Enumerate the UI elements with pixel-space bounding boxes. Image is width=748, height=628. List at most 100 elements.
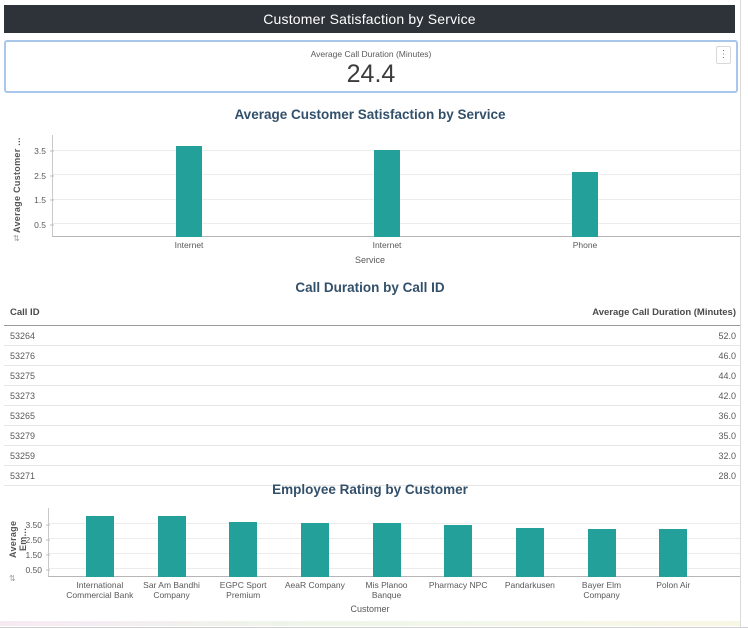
table-title: Call Duration by Call ID (295, 280, 445, 295)
table-row[interactable]: 53279 35.0 (4, 425, 740, 446)
bar[interactable] (659, 529, 688, 577)
x-category-label[interactable]: Internet (372, 240, 402, 250)
table-cell[interactable]: 53271 (4, 465, 372, 486)
table-cell[interactable]: 35.0 (372, 425, 740, 446)
bar-band (90, 135, 288, 237)
kpi-value: 24.4 (346, 60, 396, 88)
y-tick-label: 1.5 (34, 195, 46, 206)
table-cell[interactable]: 36.0 (372, 405, 740, 426)
bar-band (136, 508, 208, 577)
x-category-label[interactable]: Bayer Elm Company (581, 580, 622, 601)
table-row[interactable]: 53273 42.0 (4, 385, 740, 406)
table-cell[interactable]: 53265 (4, 405, 372, 426)
x-category-label[interactable]: Phone (572, 240, 598, 250)
bar-band (566, 508, 638, 577)
y-tick-label: 0.50 (25, 564, 42, 575)
y-tick-label: 2.50 (25, 534, 42, 545)
y-tick-mark (46, 524, 50, 525)
y-tick-mark (50, 150, 54, 152)
bar-band (486, 135, 684, 237)
bar[interactable] (572, 171, 598, 237)
bar[interactable] (85, 515, 114, 577)
bar-band (422, 508, 494, 577)
y-tick-label: 1.50 (25, 549, 42, 560)
table-body: 53264 52.0 53276 46.0 53275 44.0 53273 42.0 5326… (4, 325, 740, 486)
scrollbar-track[interactable] (740, 0, 748, 627)
kpi-card[interactable]: ⋮ Average Call Duration (Minutes) 24.4 (4, 40, 738, 93)
table-cell[interactable]: 53259 (4, 445, 372, 466)
bar-band (279, 508, 351, 577)
bar-band (494, 508, 566, 577)
bar[interactable] (587, 529, 616, 577)
y-tick-label: 0.5 (34, 219, 46, 230)
bar-band (351, 508, 423, 577)
table-cell[interactable]: 28.0 (372, 465, 740, 486)
kebab-menu-icon[interactable]: ⋮ (716, 46, 731, 64)
table-cell[interactable]: 44.0 (372, 365, 740, 386)
bar[interactable] (444, 524, 473, 577)
y-tick-mark (46, 554, 50, 555)
table-row[interactable]: 53276 46.0 (4, 345, 740, 366)
bar-band (637, 508, 709, 577)
bars-group (90, 135, 684, 237)
bar[interactable] (157, 515, 186, 577)
x-axis-title: Customer (350, 604, 390, 614)
bar[interactable] (515, 528, 544, 577)
y-tick-mark (50, 224, 54, 226)
x-category-labels: Internet Internet Phone (90, 240, 684, 250)
column-header-call-id[interactable]: Call ID (4, 302, 372, 326)
y-tick-mark (46, 569, 50, 570)
table-row[interactable]: 53264 52.0 (4, 325, 740, 346)
y-tick-label: 3.50 (25, 519, 42, 530)
y-tick-mark (50, 175, 54, 177)
bar-chart-satisfaction: Average Customer ... ⇅ 0.5 1.5 2.5 3.5 (0, 135, 740, 243)
axis-scroll-icon: ⇅ (13, 234, 20, 243)
bar[interactable] (374, 149, 400, 237)
x-category-label[interactable]: EGPC Sport Premium (219, 580, 267, 601)
table-cell[interactable]: 52.0 (372, 325, 740, 346)
column-header-avg-duration[interactable]: Average Call Duration (Minutes) (372, 302, 740, 326)
x-category-label[interactable]: AeaR Company (284, 580, 345, 590)
bar[interactable] (176, 146, 202, 237)
table-row[interactable]: 53265 36.0 (4, 405, 740, 426)
table-cell[interactable]: 32.0 (372, 445, 740, 466)
x-category-label[interactable]: International Commercial Bank (66, 580, 134, 601)
bars-group (64, 508, 709, 577)
bottom-edge-artifact (0, 621, 748, 626)
table-cell[interactable]: 53279 (4, 425, 372, 446)
page-title: Customer Satisfaction by Service (4, 5, 735, 33)
kpi-label: Average Call Duration (Minutes) (310, 49, 432, 59)
x-category-label[interactable]: Pharmacy NPC (428, 580, 488, 590)
bar-band (64, 508, 136, 577)
x-category-label[interactable]: Pandarkusen (504, 580, 555, 590)
table-header: Call ID Average Call Duration (Minutes) (4, 302, 740, 326)
table-cell[interactable]: 46.0 (372, 345, 740, 366)
bar[interactable] (229, 521, 258, 577)
x-category-label[interactable]: Sar Am Bandhi Company (143, 580, 200, 601)
x-axis-title: Service (354, 255, 385, 265)
y-tick-label: 2.5 (34, 170, 46, 181)
call-duration-table: Call ID Average Call Duration (Minutes) … (4, 302, 740, 486)
table-row[interactable]: 53271 28.0 (4, 465, 740, 486)
chart-title-employee-rating: Employee Rating by Customer (272, 482, 468, 497)
table-cell[interactable]: 53275 (4, 365, 372, 386)
table-cell[interactable]: 42.0 (372, 385, 740, 406)
table-cell[interactable]: 53264 (4, 325, 372, 346)
table-row[interactable]: 53275 44.0 (4, 365, 740, 386)
chart-title-satisfaction: Average Customer Satisfaction by Service (234, 107, 506, 122)
bar-band (207, 508, 279, 577)
x-category-label[interactable]: Internet (174, 240, 204, 250)
table-cell[interactable]: 53276 (4, 345, 372, 366)
y-tick-label: 3.5 (34, 145, 46, 156)
x-category-label[interactable]: Polon Air (656, 580, 691, 590)
bar-band (288, 135, 486, 237)
x-category-label[interactable]: Mis Planoo Banque (365, 580, 408, 601)
table-cell[interactable]: 53273 (4, 385, 372, 406)
bar[interactable] (300, 523, 329, 577)
axis-scroll-icon: ⇅ (9, 574, 16, 583)
table-row[interactable]: 53259 32.0 (4, 445, 740, 466)
y-axis-label: Average Customer ... (12, 137, 22, 233)
bar-chart-employee-rating: Average Em... ⇅ 0.50 1.50 2.50 3.50 (0, 508, 740, 583)
bar[interactable] (372, 523, 401, 577)
